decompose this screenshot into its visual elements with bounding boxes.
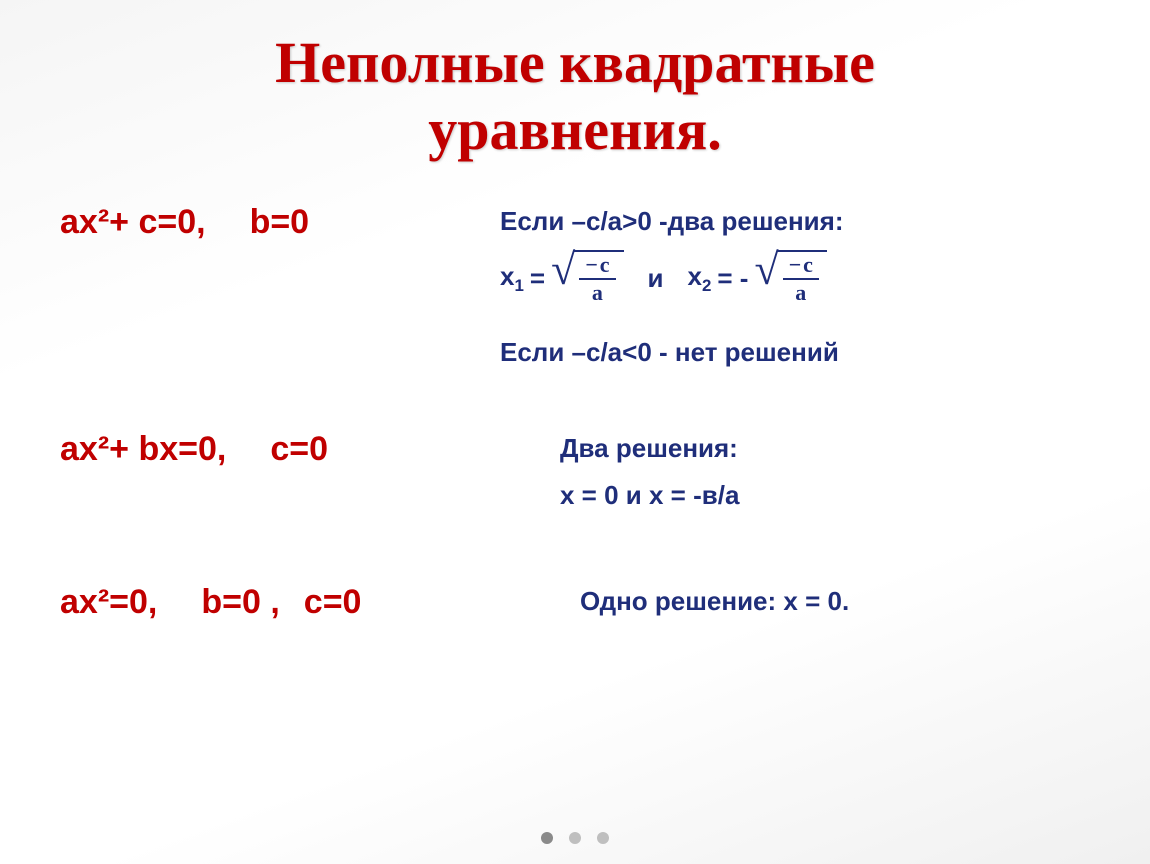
case-3-param2: c=0	[304, 583, 362, 621]
case-1-param: b=0	[250, 203, 310, 241]
radicand-1: −c a	[573, 250, 623, 306]
case-1-solutions: x1 = √ −c a и x2 = - √	[500, 250, 1090, 306]
pager-dots	[0, 832, 1150, 844]
pager-dot[interactable]	[569, 832, 581, 844]
and-label: и	[648, 260, 664, 296]
pager-dot[interactable]	[541, 832, 553, 844]
radical-icon: √	[551, 250, 575, 306]
title-line-2: уравнения.	[428, 97, 721, 162]
frac-1-num: −c	[579, 254, 615, 280]
case-1-cond-neg: Если –с/а<0 - нет решений	[500, 334, 1090, 370]
frac-2: −c a	[783, 254, 819, 304]
case-2-heading: Два решения:	[560, 430, 1090, 466]
title-line-1: Неполные квадратные	[275, 30, 875, 95]
case-2-right: Два решения: x = 0 и x = -в/а	[500, 430, 1090, 523]
case-1-left: ах²+ с=0, b=0	[60, 203, 500, 242]
sqrt-1: √ −c a	[551, 250, 623, 306]
case-2-param: c=0	[270, 430, 328, 468]
x1-label: x1	[500, 258, 524, 298]
case-1-equation: ах²+ с=0,	[60, 203, 206, 241]
radicand-2: −c a	[777, 250, 827, 306]
case-3: ах²=0, b=0 , c=0 Одно решение: x = 0.	[60, 583, 1090, 629]
case-3-equation: ах²=0,	[60, 583, 157, 621]
case-1-right: Если –с/а>0 -два решения: x1 = √ −c a и …	[500, 203, 1090, 380]
x2-label: x2	[688, 258, 712, 298]
case-1: ах²+ с=0, b=0 Если –с/а>0 -два решения: …	[60, 203, 1090, 380]
slide: Неполные квадратные уравнения. ах²+ с=0,…	[0, 0, 1150, 864]
radical-icon: √	[754, 250, 778, 306]
case-3-right: Одно решение: x = 0.	[580, 583, 1090, 629]
case-3-solution: Одно решение: x = 0.	[580, 583, 1090, 619]
frac-2-num: −c	[783, 254, 819, 280]
slide-title: Неполные квадратные уравнения.	[60, 30, 1090, 163]
frac-1: −c a	[579, 254, 615, 304]
case-3-param1: b=0 ,	[201, 583, 279, 621]
frac-2-den: a	[789, 280, 812, 304]
x2-prefix: = -	[717, 260, 748, 296]
case-2-left: ах²+ bх=0, c=0	[60, 430, 500, 469]
sqrt-2: √ −c a	[754, 250, 826, 306]
case-2-equation: ах²+ bх=0,	[60, 430, 226, 468]
case-1-cond-pos: Если –с/а>0 -два решения:	[500, 203, 1090, 239]
eq-sign-1: =	[530, 260, 545, 296]
case-2: ах²+ bх=0, c=0 Два решения: x = 0 и x = …	[60, 430, 1090, 523]
case-2-solutions: x = 0 и x = -в/а	[560, 477, 1090, 513]
case-3-left: ах²=0, b=0 , c=0	[60, 583, 580, 622]
frac-1-den: a	[586, 280, 609, 304]
pager-dot[interactable]	[597, 832, 609, 844]
